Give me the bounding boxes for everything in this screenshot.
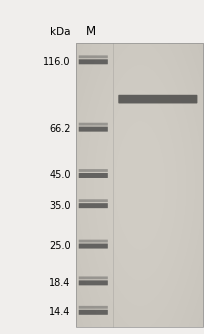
FancyBboxPatch shape [78, 203, 107, 208]
FancyBboxPatch shape [78, 306, 107, 309]
Text: kDa: kDa [50, 27, 70, 37]
FancyBboxPatch shape [78, 123, 107, 126]
Bar [75, 43, 202, 327]
FancyBboxPatch shape [78, 310, 107, 315]
Text: 116.0: 116.0 [43, 57, 70, 67]
Text: 66.2: 66.2 [49, 124, 70, 134]
FancyBboxPatch shape [118, 95, 196, 104]
FancyBboxPatch shape [78, 59, 107, 64]
FancyBboxPatch shape [78, 55, 107, 58]
FancyBboxPatch shape [78, 127, 107, 132]
FancyBboxPatch shape [78, 199, 107, 202]
Text: 18.4: 18.4 [49, 278, 70, 288]
Text: M: M [86, 25, 96, 38]
Text: 25.0: 25.0 [49, 241, 70, 251]
Text: 14.4: 14.4 [49, 307, 70, 317]
FancyBboxPatch shape [78, 280, 107, 285]
FancyBboxPatch shape [78, 173, 107, 178]
Text: 35.0: 35.0 [49, 201, 70, 211]
Text: 45.0: 45.0 [49, 170, 70, 180]
FancyBboxPatch shape [78, 239, 107, 242]
FancyBboxPatch shape [78, 277, 107, 279]
FancyBboxPatch shape [78, 243, 107, 248]
FancyBboxPatch shape [78, 169, 107, 172]
